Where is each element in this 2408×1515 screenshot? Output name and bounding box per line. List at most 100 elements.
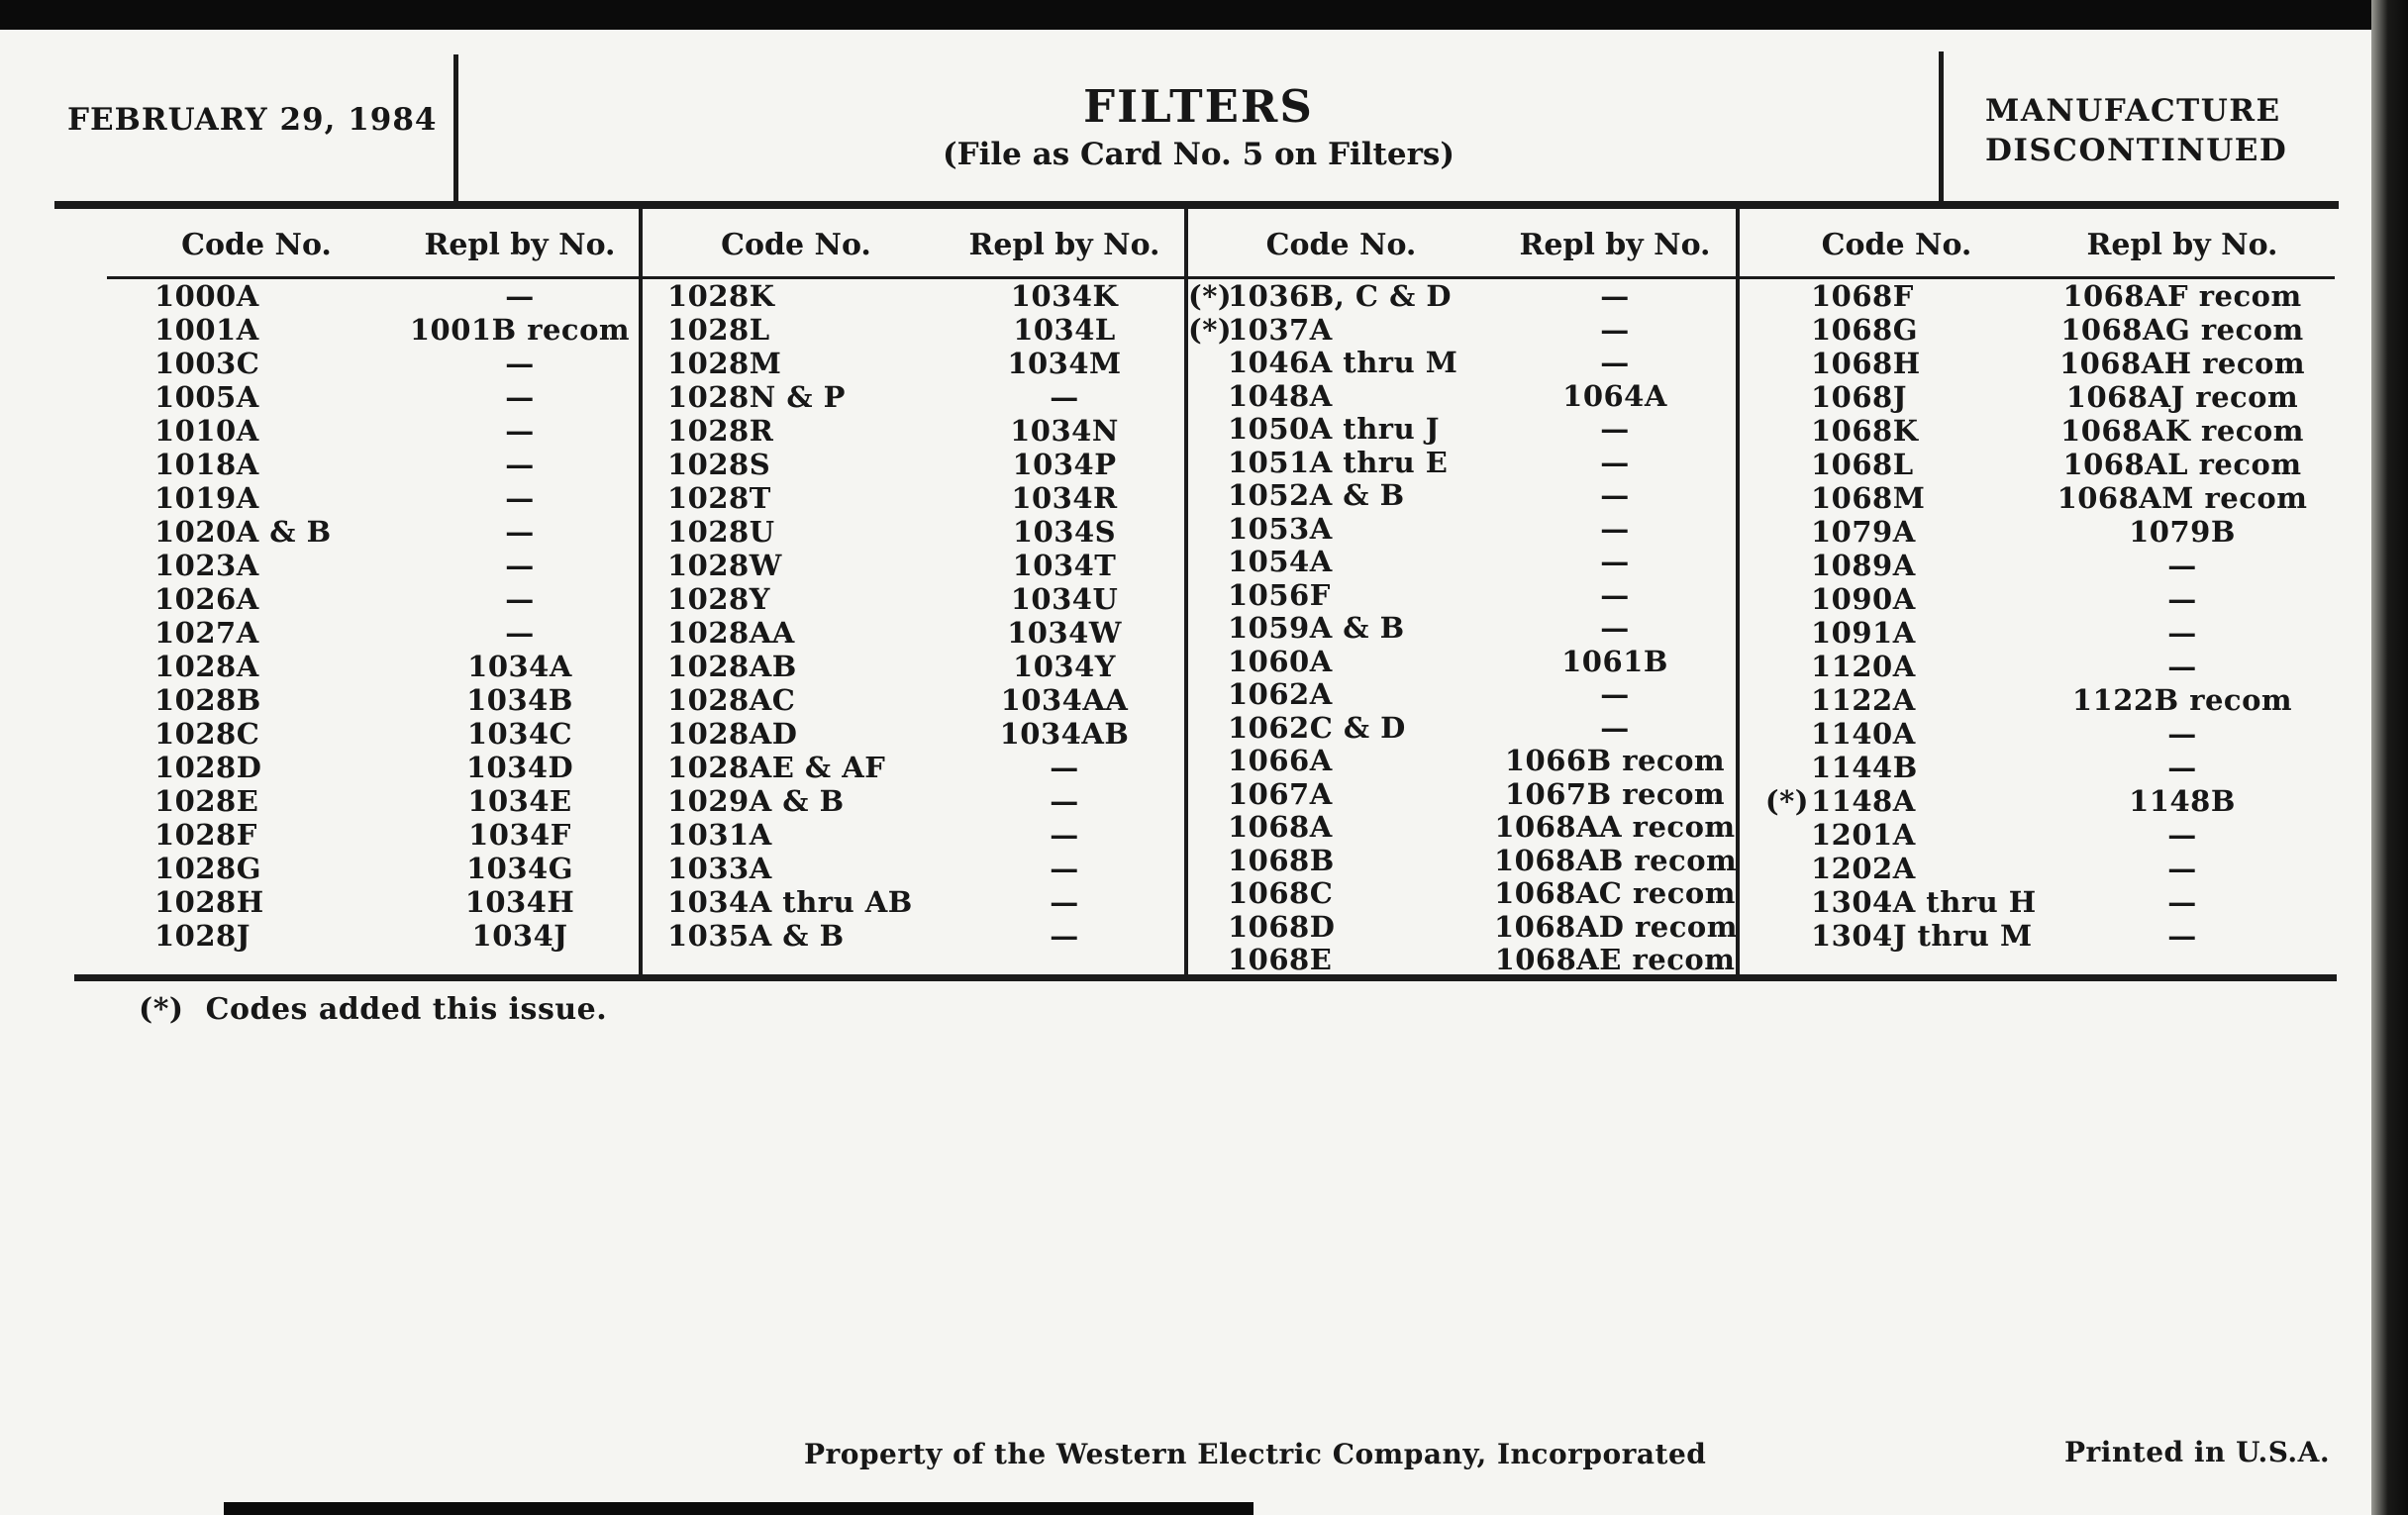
scan-border-top <box>0 0 2408 30</box>
repl-by-no-column-header: Repl by No. <box>1519 227 1711 262</box>
repl-by-no-cell: 1034N <box>1010 414 1119 448</box>
code-no-cell: 1054A <box>1228 545 1333 578</box>
code-no-cell: 1062C & D <box>1228 710 1406 745</box>
code-no-cell: 1005A <box>154 380 259 414</box>
code-no-cell: 1023A <box>154 549 259 582</box>
code-no-cell: 1068B <box>1228 843 1335 877</box>
code-no-cell: 1068K <box>1811 414 1919 448</box>
repl-by-no-cell: — <box>1600 445 1630 479</box>
code-no-cell: 1090A <box>1811 582 1916 616</box>
repl-by-no-cell: — <box>1050 885 1079 919</box>
code-no-cell: 1122A <box>1811 683 1916 717</box>
table-header-row: Code No. Repl by No. <box>109 210 636 279</box>
code-no-cell: 1062A <box>1228 677 1333 711</box>
code-no-cell: 1068A <box>1228 810 1333 844</box>
code-no-cell: 1027A <box>154 616 259 650</box>
table-row: 1122A 1122B recom <box>1746 683 2317 717</box>
table-row: 1068C 1068AC recom <box>1188 876 1736 910</box>
repl-by-no-cell: — <box>1600 545 1630 578</box>
code-no-cell: 1028AE & AF <box>667 751 886 784</box>
code-no-cell: 1050A thru J <box>1228 412 1440 446</box>
code-no-cell: 1028G <box>154 852 261 885</box>
table-row: 1202A — <box>1746 852 2317 885</box>
table-row: 1023A — <box>109 549 636 582</box>
status-line-2: DISCONTINUED <box>1985 133 2288 168</box>
table-row: 1028F 1034F <box>109 818 636 852</box>
code-no-cell: 1068M <box>1811 481 1926 515</box>
table-row: 1050A thru J — <box>1188 412 1736 446</box>
table-row: 1028T 1034R <box>646 481 1182 515</box>
table-row: 1048A 1064A <box>1188 379 1736 413</box>
repl-by-no-cell: — <box>1600 511 1630 546</box>
scan-border-bottom <box>224 1502 1254 1515</box>
page-title: FILTERS <box>1083 80 1314 133</box>
code-no-cell: 1068E <box>1228 943 1333 976</box>
table-row: 1028AD 1034AB <box>646 717 1182 751</box>
code-no-cell: 1031A <box>667 818 772 852</box>
table-column-group-1: Code No. Repl by No. 1000A — 1001A 1001B reco… <box>109 210 636 954</box>
table-row: 1090A — <box>1746 582 2317 616</box>
code-no-cell: 1051A thru E <box>1228 445 1449 479</box>
code-no-cell: 1046A thru M <box>1228 346 1458 379</box>
code-no-cell: 1001A <box>154 313 259 347</box>
code-no-cell: 1020A & B <box>154 515 332 549</box>
table-row: 1062A — <box>1188 677 1736 711</box>
table-divider-3 <box>1736 209 1740 980</box>
repl-by-no-cell: — <box>505 414 535 448</box>
table-row: 1062C & D — <box>1188 711 1736 745</box>
repl-by-no-cell: — <box>2167 717 2197 751</box>
repl-by-no-cell: 1034AA <box>1000 683 1129 717</box>
code-no-cell: 1052A & B <box>1228 478 1405 512</box>
table-row: 1068K 1068AK recom <box>1746 414 2317 448</box>
repl-by-no-cell: — <box>1050 852 1079 885</box>
table-row: 1028N & P — <box>646 380 1182 414</box>
table-row: 1028K 1034K <box>646 279 1182 313</box>
table-row: 1068H 1068AH recom <box>1746 347 2317 380</box>
code-no-cell: 1028N & P <box>667 380 846 414</box>
code-no-cell: 1068J <box>1811 380 1907 414</box>
code-no-cell: 1304A thru H <box>1811 885 2037 919</box>
table-row: 1068A 1068AA recom <box>1188 810 1736 844</box>
code-no-cell: 1028J <box>154 919 251 953</box>
code-no-cell: 1019A <box>154 481 259 515</box>
table-row: 1120A — <box>1746 650 2317 683</box>
code-no-cell: 1033A <box>667 852 772 885</box>
status-label: MANUFACTURE DISCONTINUED <box>1985 91 2287 170</box>
code-no-cell: 1018A <box>154 448 259 481</box>
table-row: 1028E 1034E <box>109 784 636 818</box>
table-row: 1026A — <box>109 582 636 616</box>
repl-by-no-cell: 1068AA recom <box>1494 810 1736 844</box>
table-row: 1089A — <box>1746 549 2317 582</box>
repl-by-no-cell: — <box>2167 549 2197 582</box>
table-column-group-2: Code No. Repl by No. 1028K 1034K 1028L 1034L 1… <box>646 210 1182 954</box>
repl-by-no-cell: — <box>505 347 535 380</box>
repl-by-no-cell: 1068AH recom <box>2058 347 2306 380</box>
code-no-cell: 1035A & B <box>667 919 845 953</box>
repl-by-no-cell: — <box>2167 885 2197 919</box>
code-no-cell: 1028W <box>667 549 782 582</box>
repl-by-no-cell: 1066B recom <box>1504 744 1726 777</box>
code-no-cell: 1028AC <box>667 683 796 717</box>
table-row: 1035A & B — <box>646 919 1182 953</box>
table-row: (*) 1148A 1148B <box>1746 784 2317 818</box>
table-row: 1033A — <box>646 852 1182 885</box>
footnote: (*) Codes added this issue. <box>139 992 607 1027</box>
column-header-rule <box>107 276 2335 279</box>
table-row: 1068G 1068AG recom <box>1746 313 2317 347</box>
repl-by-no-cell: — <box>1600 312 1630 347</box>
repl-by-no-cell: 1061B <box>1561 644 1668 678</box>
repl-by-no-cell: — <box>505 616 535 650</box>
repl-by-no-cell: 1068AE recom <box>1494 943 1736 976</box>
table-column-group-4: Code No. Repl by No. 1068F 1068AF recom 1068… <box>1746 210 2317 954</box>
table-row: 1140A — <box>1746 717 2317 751</box>
repl-by-no-cell: — <box>2167 616 2197 650</box>
code-no-cell: 1037A <box>1228 312 1333 347</box>
repl-by-no-cell: 1001B recom <box>409 313 631 347</box>
repl-by-no-cell: 1068AD recom <box>1494 909 1738 944</box>
table-row: 1053A — <box>1188 512 1736 546</box>
code-no-cell: 1003C <box>154 347 260 380</box>
code-no-cell: 1304J thru M <box>1811 919 2033 953</box>
table-row: 1028AA 1034W <box>646 616 1182 650</box>
table-row: 1059A & B — <box>1188 611 1736 645</box>
